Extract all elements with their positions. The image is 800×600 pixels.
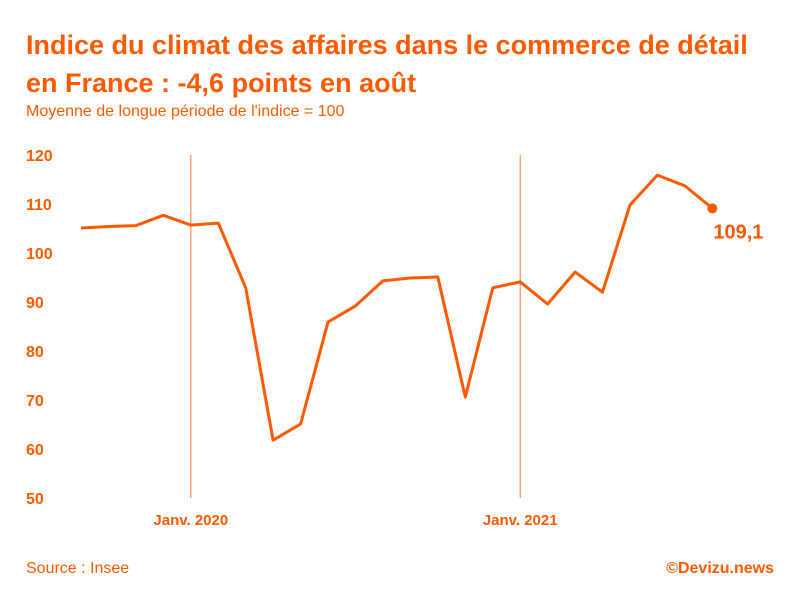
x-tick-label: Janv. 2020 — [153, 512, 228, 529]
y-tick-label: 60 — [26, 442, 44, 459]
series-line — [80, 173, 714, 442]
x-tick-label: Janv. 2021 — [483, 512, 558, 529]
y-tick-label: 80 — [26, 344, 44, 361]
last-value-label: 109,1 — [713, 221, 763, 243]
data-point — [707, 203, 718, 214]
y-tick-label: 70 — [26, 393, 44, 410]
y-tick-label: 120 — [26, 148, 53, 165]
y-tick-label: 90 — [26, 295, 44, 312]
y-tick-label: 110 — [26, 197, 52, 214]
source-note: Source : Insee — [26, 560, 130, 577]
credit: ©Devizu.news — [666, 560, 774, 577]
y-tick-label: 100 — [26, 246, 53, 263]
chart-subtitle: Moyenne de longue période de l'indice = … — [26, 103, 345, 120]
chart-title: Indice du climat des affaires dans le co… — [26, 30, 748, 98]
y-tick-label: 50 — [26, 491, 44, 508]
